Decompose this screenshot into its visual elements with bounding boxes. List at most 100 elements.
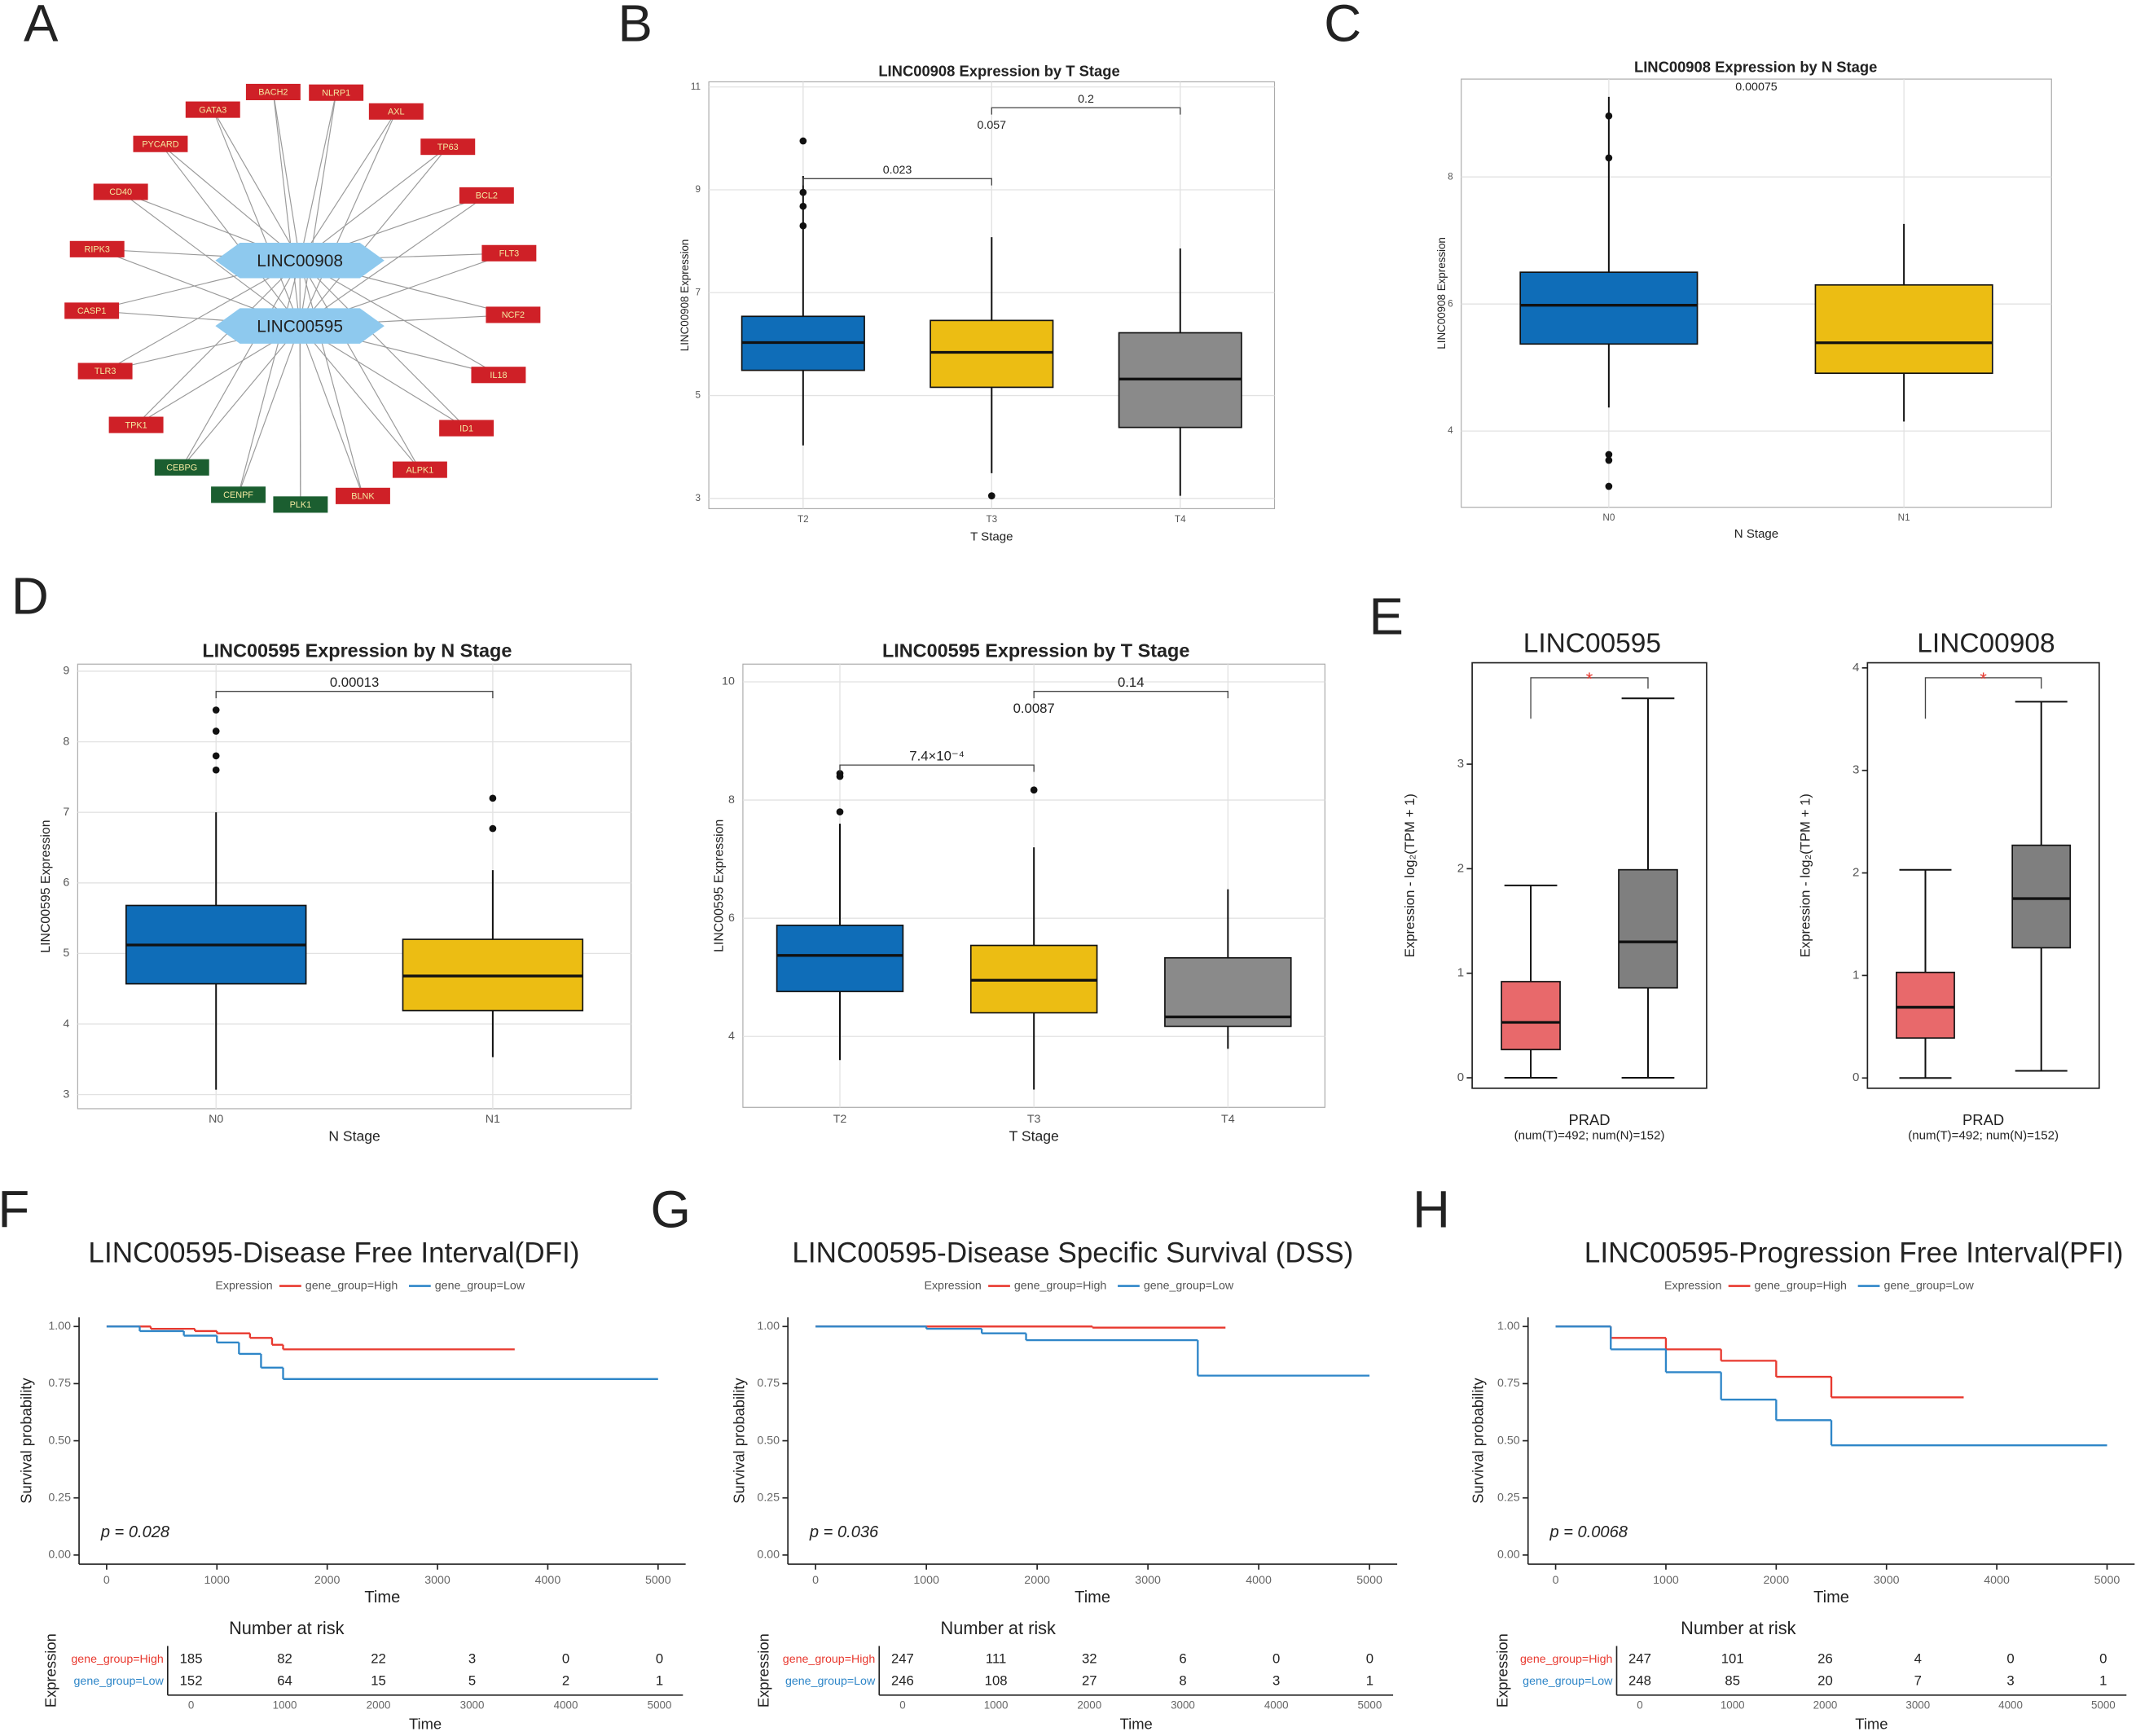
y-tick-label: 0.25: [48, 1491, 71, 1504]
x-axis-label: Time: [1120, 1715, 1153, 1732]
gene-label: CASP1: [77, 306, 107, 316]
gene-label: ALPK1: [407, 465, 434, 475]
panel-label: H: [1413, 1181, 1450, 1239]
risk-value: 82: [277, 1651, 292, 1667]
y-axis-label: Expression: [1493, 1633, 1510, 1707]
edge: [299, 260, 468, 429]
y-tick-label: 3: [696, 493, 701, 503]
x-tick-label: 3000: [1905, 1699, 1930, 1712]
gene-label: BCL2: [476, 191, 498, 201]
y-tick-label: 3: [63, 1088, 69, 1101]
y-axis-label: Expression - log₂(TPM + 1): [1797, 793, 1813, 957]
edge: [272, 91, 301, 261]
gene-label: CENPF: [223, 490, 253, 500]
edge: [299, 195, 487, 327]
outlier: [489, 824, 497, 833]
risk-value: 247: [891, 1651, 914, 1667]
bracket: [215, 691, 494, 699]
y-tick-label: 0.75: [48, 1377, 71, 1390]
gene-node: [439, 420, 494, 437]
chart-title: LINC00908 Expression by T Stage: [878, 63, 1119, 80]
x-tick-label: 5000: [645, 1574, 671, 1587]
edge: [104, 260, 301, 372]
edge: [135, 260, 301, 425]
risk-value: 185: [180, 1651, 203, 1667]
gene-node: [245, 83, 301, 101]
x-tick-label: T2: [798, 514, 809, 525]
x-tick-label: 0: [188, 1699, 194, 1712]
legend-label: gene_group=Low: [1144, 1279, 1234, 1292]
chart-title: LINC00595-Progression Free Interval(PFI): [1584, 1237, 2124, 1268]
edge: [299, 146, 449, 261]
legend-title: Expression: [215, 1279, 272, 1292]
legend-title: Expression: [1664, 1279, 1721, 1292]
risk-value: 5: [468, 1672, 476, 1688]
risk-value: 20: [1817, 1672, 1833, 1688]
risk-value: 152: [180, 1672, 203, 1688]
edge: [181, 325, 301, 468]
risk-value: 4: [1914, 1651, 1922, 1667]
risk-value: 15: [371, 1672, 386, 1688]
y-tick-label: 4: [1448, 425, 1453, 436]
risk-row-label: gene_group=Low: [74, 1675, 165, 1688]
y-tick-label: 9: [63, 665, 69, 678]
gene-label: RIPK3: [85, 245, 110, 255]
x-tick-label: 0: [1637, 1699, 1642, 1712]
x-tick-label: 2000: [1764, 1574, 1790, 1587]
gene-label: PYCARD: [142, 139, 178, 149]
x-axis-label: T Stage: [1009, 1128, 1059, 1145]
p-value: *: [1586, 669, 1593, 689]
gene-label: CD40: [109, 187, 132, 197]
risk-value: 1: [656, 1672, 663, 1688]
x-tick-label: N0: [1602, 512, 1615, 523]
box: [1519, 271, 1699, 345]
gene-node: [392, 461, 447, 478]
y-tick-label: 6: [63, 877, 69, 890]
edge: [299, 92, 337, 327]
outlier: [212, 727, 220, 735]
x-tick-label: 1000: [984, 1699, 1009, 1712]
outlier: [1605, 482, 1613, 490]
risk-value: 3: [468, 1651, 476, 1667]
bracket: [1530, 677, 1649, 719]
risk-value: 27: [1082, 1672, 1097, 1688]
x-tick-label: 3000: [1135, 1574, 1161, 1587]
gene-node: [471, 367, 526, 384]
box: [2011, 844, 2072, 949]
x-tick-label: 1000: [1721, 1699, 1745, 1712]
y-tick-label: 4: [728, 1030, 735, 1043]
x-tick-label: 4000: [1984, 1574, 2010, 1587]
x-tick-label: T4: [1221, 1113, 1235, 1126]
risk-value: 0: [1366, 1651, 1373, 1667]
risk-value: 246: [891, 1672, 914, 1688]
x-tick-label: 0: [1553, 1574, 1559, 1587]
y-tick-label: 0.25: [1497, 1491, 1520, 1504]
bracket: [839, 764, 1035, 772]
x-tick-label: 3000: [424, 1574, 450, 1587]
x-tick-label: T3: [986, 514, 997, 525]
y-tick-label: 7: [696, 287, 701, 297]
box: [1618, 868, 1678, 989]
edge: [299, 111, 397, 261]
edge: [299, 111, 397, 327]
y-tick-label: 1: [1853, 968, 1859, 982]
plot-panel: [77, 663, 632, 1110]
box: [1814, 283, 1993, 375]
gene-label: TLR3: [94, 367, 116, 376]
box: [776, 925, 904, 992]
x-tick-label: 4000: [1264, 1699, 1289, 1712]
gene-label: BACH2: [258, 88, 288, 98]
bracket: [802, 178, 992, 186]
x-tick-label: 4000: [554, 1699, 578, 1712]
x-axis-label: PRAD: [1568, 1111, 1610, 1128]
gene-label: ID1: [459, 424, 473, 433]
edge: [299, 325, 420, 470]
y-axis-label: LINC00595 Expression: [39, 820, 53, 952]
legend-title: Expression: [924, 1279, 981, 1292]
chart-title: LINC00595: [1523, 629, 1661, 659]
chart-title: LINC00595 Expression by N Stage: [202, 639, 512, 661]
panel-label: F: [0, 1181, 29, 1239]
risk-value: 85: [1725, 1672, 1740, 1688]
outlier: [212, 706, 220, 714]
